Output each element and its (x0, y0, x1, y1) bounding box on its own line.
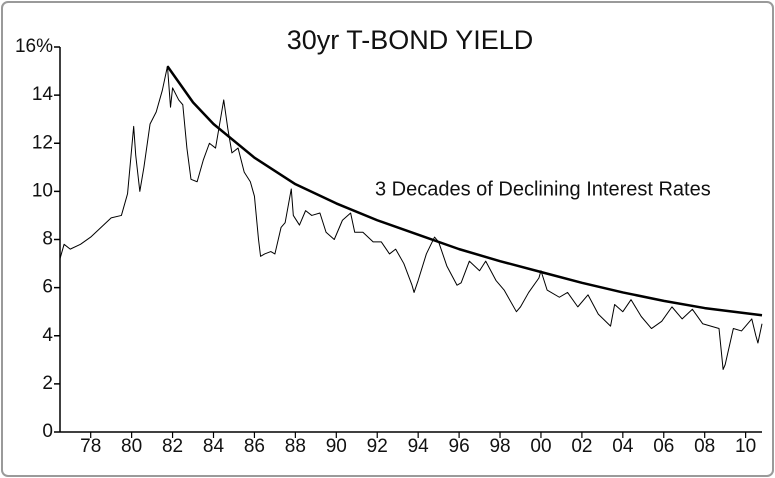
x-tick-label: 08 (694, 436, 715, 457)
x-tick-label: 04 (612, 436, 634, 457)
y-tick-label: 4 (42, 325, 53, 346)
annotation: 3 Decades of Declining Interest Rates (375, 178, 711, 200)
x-tick-label: 00 (530, 436, 551, 457)
x-tick-label: 98 (489, 436, 510, 457)
chart-title: 30yr T-BOND YIELD (287, 25, 534, 55)
x-tick-label: 80 (121, 436, 142, 457)
x-tick-label: 90 (326, 436, 347, 457)
x-tick-label: 92 (367, 436, 388, 457)
y-tick-label: 16% (15, 36, 53, 57)
x-tick-label: 84 (203, 436, 225, 457)
y-tick-label: 0 (42, 421, 53, 442)
x-tick-label: 86 (244, 436, 265, 457)
y-tick-label: 6 (42, 277, 53, 298)
x-tick-label: 88 (285, 436, 306, 457)
y-tick-label: 8 (42, 229, 53, 250)
x-tick-label: 78 (80, 436, 101, 457)
x-tick-label: 06 (653, 436, 674, 457)
x-tick-label: 10 (735, 436, 756, 457)
y-tick-label: 2 (42, 373, 53, 394)
y-tick-label: 14 (32, 84, 54, 105)
line (166, 65, 763, 317)
x-tick-label: 94 (408, 436, 430, 457)
x-tick-label: 02 (571, 436, 592, 457)
line (59, 65, 763, 370)
y-tick-label: 12 (32, 132, 53, 153)
y-tick-label: 10 (32, 180, 53, 201)
x-tick-label: 96 (449, 436, 470, 457)
x-tick-label: 82 (162, 436, 183, 457)
